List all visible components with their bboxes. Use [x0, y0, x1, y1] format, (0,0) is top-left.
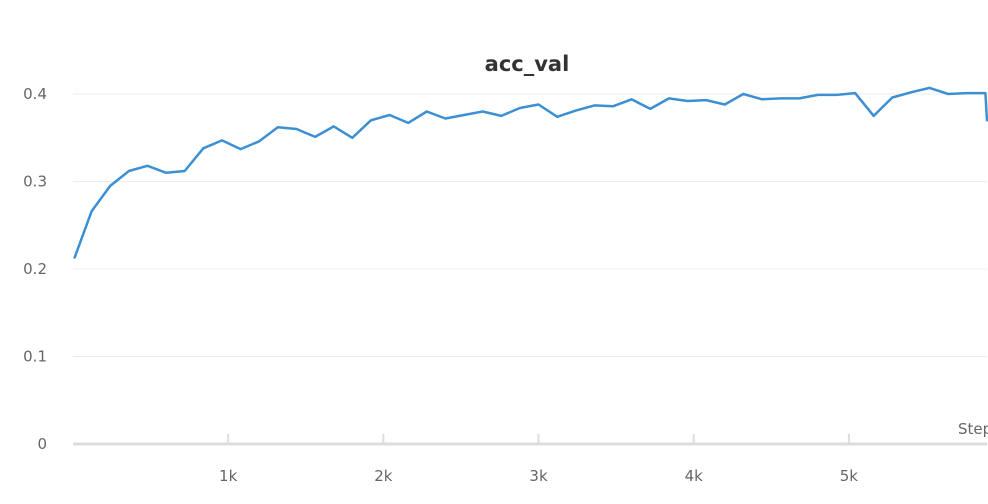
- chart-title: acc_val: [485, 52, 570, 76]
- y-axis-ticks: 0 0.1 0.2 0.3 0.4: [23, 85, 47, 453]
- y-tick-label: 0.2: [23, 260, 47, 278]
- x-tick-label: 4k: [685, 467, 704, 485]
- grid: [73, 93, 987, 357]
- series: [73, 86, 988, 259]
- y-tick-label: 0.3: [23, 173, 47, 191]
- x-axis-label: Step: [958, 420, 988, 438]
- y-tick-label: 0.1: [23, 348, 47, 366]
- y-tick-label: 0.4: [23, 85, 47, 103]
- x-tick-label: 2k: [374, 467, 393, 485]
- y-tick-label: 0: [37, 435, 47, 453]
- x-tick-label: 5k: [840, 467, 859, 485]
- series-line: [73, 86, 988, 259]
- x-tick-label: 1k: [219, 467, 238, 485]
- x-tick-label: 3k: [529, 467, 548, 485]
- x-axis-ticks: 1k 2k 3k 4k 5k: [219, 434, 858, 485]
